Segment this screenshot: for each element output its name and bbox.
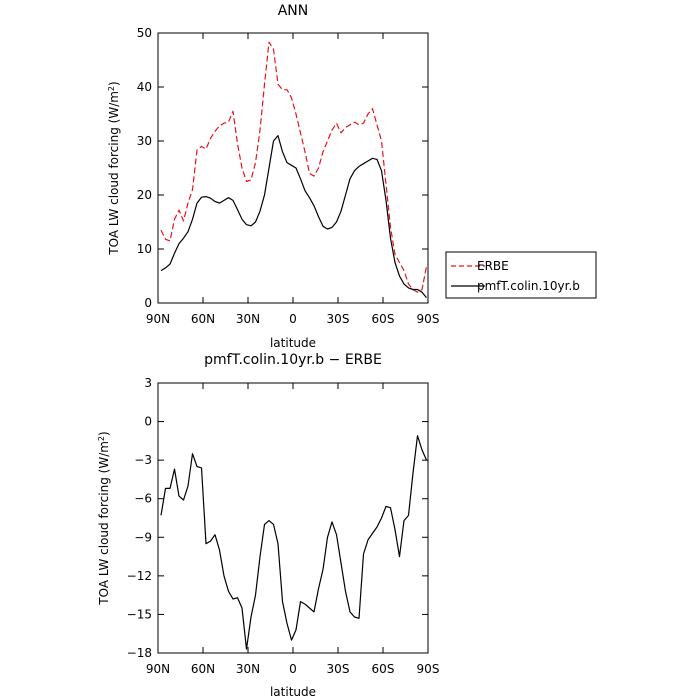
top-y-tick-label: 40 bbox=[137, 80, 152, 94]
top-chart-panel: ANN 90N 60N 30N 0 30S 60S 90S 0 10 20 30 40 50 lati… bbox=[107, 3, 439, 350]
bottom-y-tick-label: −12 bbox=[127, 569, 152, 583]
top-chart-title: ANN bbox=[278, 3, 309, 19]
bottom-x-tick-label: 30N bbox=[236, 662, 260, 676]
top-y-axis-label: TOA LW cloud forcing (W/m2) bbox=[107, 81, 121, 255]
top-y-tick-label: 10 bbox=[137, 242, 152, 256]
bottom-x-tick-label: 90S bbox=[417, 662, 440, 676]
bottom-y-tick-label: −9 bbox=[134, 530, 152, 544]
top-y-tick-label: 0 bbox=[144, 296, 152, 310]
bottom-plot-frame bbox=[157, 382, 429, 654]
bottom-x-tick-label: 90N bbox=[146, 662, 170, 676]
legend-box bbox=[445, 251, 597, 299]
top-x-tick-label: 60N bbox=[191, 312, 215, 326]
bottom-x-ticks: 90N 60N 30N 0 30S 60S 90S bbox=[146, 383, 440, 676]
bottom-y-tick-label: −6 bbox=[134, 492, 152, 506]
top-x-tick-label: 90N bbox=[146, 312, 170, 326]
top-x-tick-label: 0 bbox=[289, 312, 297, 326]
top-series-line-pmft-colin-10yr-b bbox=[160, 135, 427, 298]
legend: ERBE pmfT.colin.10yr.b bbox=[445, 251, 597, 299]
top-series-lines bbox=[160, 41, 428, 298]
top-x-axis-label: latitude bbox=[270, 336, 316, 350]
bottom-y-tick-label: −15 bbox=[127, 607, 152, 621]
top-y-tick-label: 50 bbox=[137, 26, 152, 40]
top-series-line-erbe bbox=[160, 41, 428, 293]
bottom-chart-panel: pmfT.colin.10yr.b − ERBE 90N 60N 30N 0 30S 60… bbox=[97, 352, 439, 699]
top-plot-frame bbox=[157, 32, 429, 304]
top-x-tick-label: 30N bbox=[236, 312, 260, 326]
top-y-tick-label: 30 bbox=[137, 134, 152, 148]
top-x-tick-label: 30S bbox=[327, 312, 350, 326]
bottom-y-tick-label: −3 bbox=[134, 453, 152, 467]
bottom-x-axis-label: latitude bbox=[270, 685, 316, 699]
bottom-chart-title: pmfT.colin.10yr.b − ERBE bbox=[204, 352, 382, 368]
bottom-x-tick-label: 0 bbox=[289, 662, 297, 676]
top-x-tick-label: 60S bbox=[372, 312, 395, 326]
top-y-tick-label: 20 bbox=[137, 188, 152, 202]
top-x-ticks: 90N 60N 30N 0 30S 60S 90S bbox=[146, 33, 440, 326]
bottom-series-line-0 bbox=[160, 435, 428, 650]
bottom-x-tick-label: 60N bbox=[191, 662, 215, 676]
bottom-series-lines bbox=[160, 435, 428, 650]
bottom-y-tick-label: −18 bbox=[127, 646, 152, 660]
top-y-ticks: 0 10 20 30 40 50 bbox=[137, 26, 428, 310]
bottom-y-tick-label: 3 bbox=[144, 376, 152, 390]
bottom-y-tick-label: 0 bbox=[144, 415, 152, 429]
top-x-tick-label: 90S bbox=[417, 312, 440, 326]
legend-model-label: pmfT.colin.10yr.b bbox=[477, 279, 580, 293]
bottom-x-tick-label: 30S bbox=[327, 662, 350, 676]
legend-erbe-label: ERBE bbox=[477, 259, 509, 273]
bottom-y-axis-label: TOA LW cloud forcing (W/m2) bbox=[97, 431, 111, 605]
bottom-y-ticks: 3 0 −3 −6 −9 −12 −15 −18 bbox=[127, 376, 428, 660]
bottom-x-tick-label: 60S bbox=[372, 662, 395, 676]
